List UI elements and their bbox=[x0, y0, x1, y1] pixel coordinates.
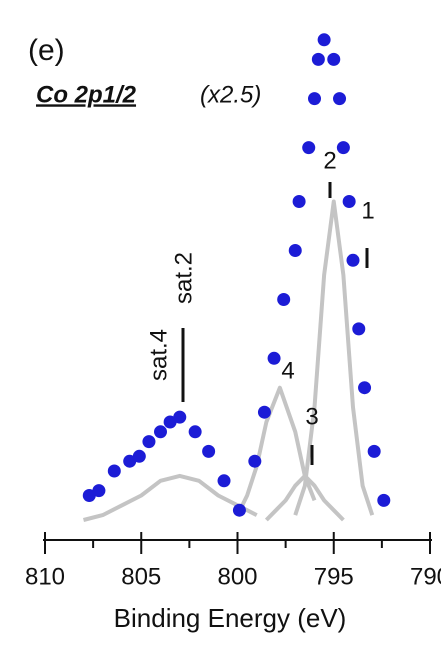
data-point bbox=[377, 493, 391, 507]
x-tick-label: 790 bbox=[410, 563, 441, 590]
data-point bbox=[82, 489, 96, 502]
peak-label: sat.2 bbox=[170, 252, 197, 304]
data-point bbox=[257, 405, 271, 419]
x-tick-label: 795 bbox=[314, 563, 354, 590]
x-tick-label: 805 bbox=[121, 563, 161, 590]
data-point bbox=[217, 474, 231, 488]
data-point bbox=[154, 425, 167, 439]
data-point bbox=[342, 195, 356, 208]
component-curve bbox=[235, 385, 317, 516]
data-point bbox=[232, 503, 246, 517]
data-point bbox=[142, 435, 156, 449]
data-point bbox=[336, 141, 350, 155]
data-point bbox=[333, 92, 347, 106]
data-point bbox=[248, 454, 262, 468]
data-point bbox=[311, 52, 325, 66]
component-curve bbox=[293, 199, 375, 516]
data-point bbox=[132, 449, 146, 463]
peak-label: 4 bbox=[281, 357, 294, 384]
data-point bbox=[173, 410, 187, 424]
data-point bbox=[277, 293, 291, 306]
data-point bbox=[317, 33, 331, 47]
data-point bbox=[302, 141, 316, 155]
data-point bbox=[107, 464, 121, 478]
data-point bbox=[308, 92, 321, 106]
data-point bbox=[288, 244, 302, 257]
data-point bbox=[352, 322, 366, 336]
data-point bbox=[327, 52, 341, 66]
peak-label: 3 bbox=[305, 403, 318, 430]
chart-title: Co 2p1/2 bbox=[36, 81, 137, 108]
peak-label: 1 bbox=[361, 197, 374, 224]
data-point bbox=[202, 444, 216, 458]
peak-label: sat.4 bbox=[145, 329, 172, 381]
panel-label: (e) bbox=[28, 34, 65, 67]
x-tick-label: 810 bbox=[25, 563, 65, 590]
data-point bbox=[92, 484, 106, 498]
data-point bbox=[123, 454, 137, 468]
data-point bbox=[292, 195, 306, 208]
data-point bbox=[267, 351, 281, 365]
data-point bbox=[346, 253, 360, 267]
x-axis-label: Binding Energy (eV) bbox=[114, 603, 347, 633]
data-point bbox=[358, 381, 372, 395]
data-point bbox=[163, 415, 177, 429]
x-tick-label: 800 bbox=[217, 563, 257, 590]
component-curve bbox=[83, 473, 258, 522]
peak-label: 2 bbox=[323, 147, 336, 174]
data-point bbox=[367, 444, 381, 458]
data-point bbox=[188, 425, 202, 439]
chart-subtitle: (x2.5) bbox=[200, 81, 261, 108]
